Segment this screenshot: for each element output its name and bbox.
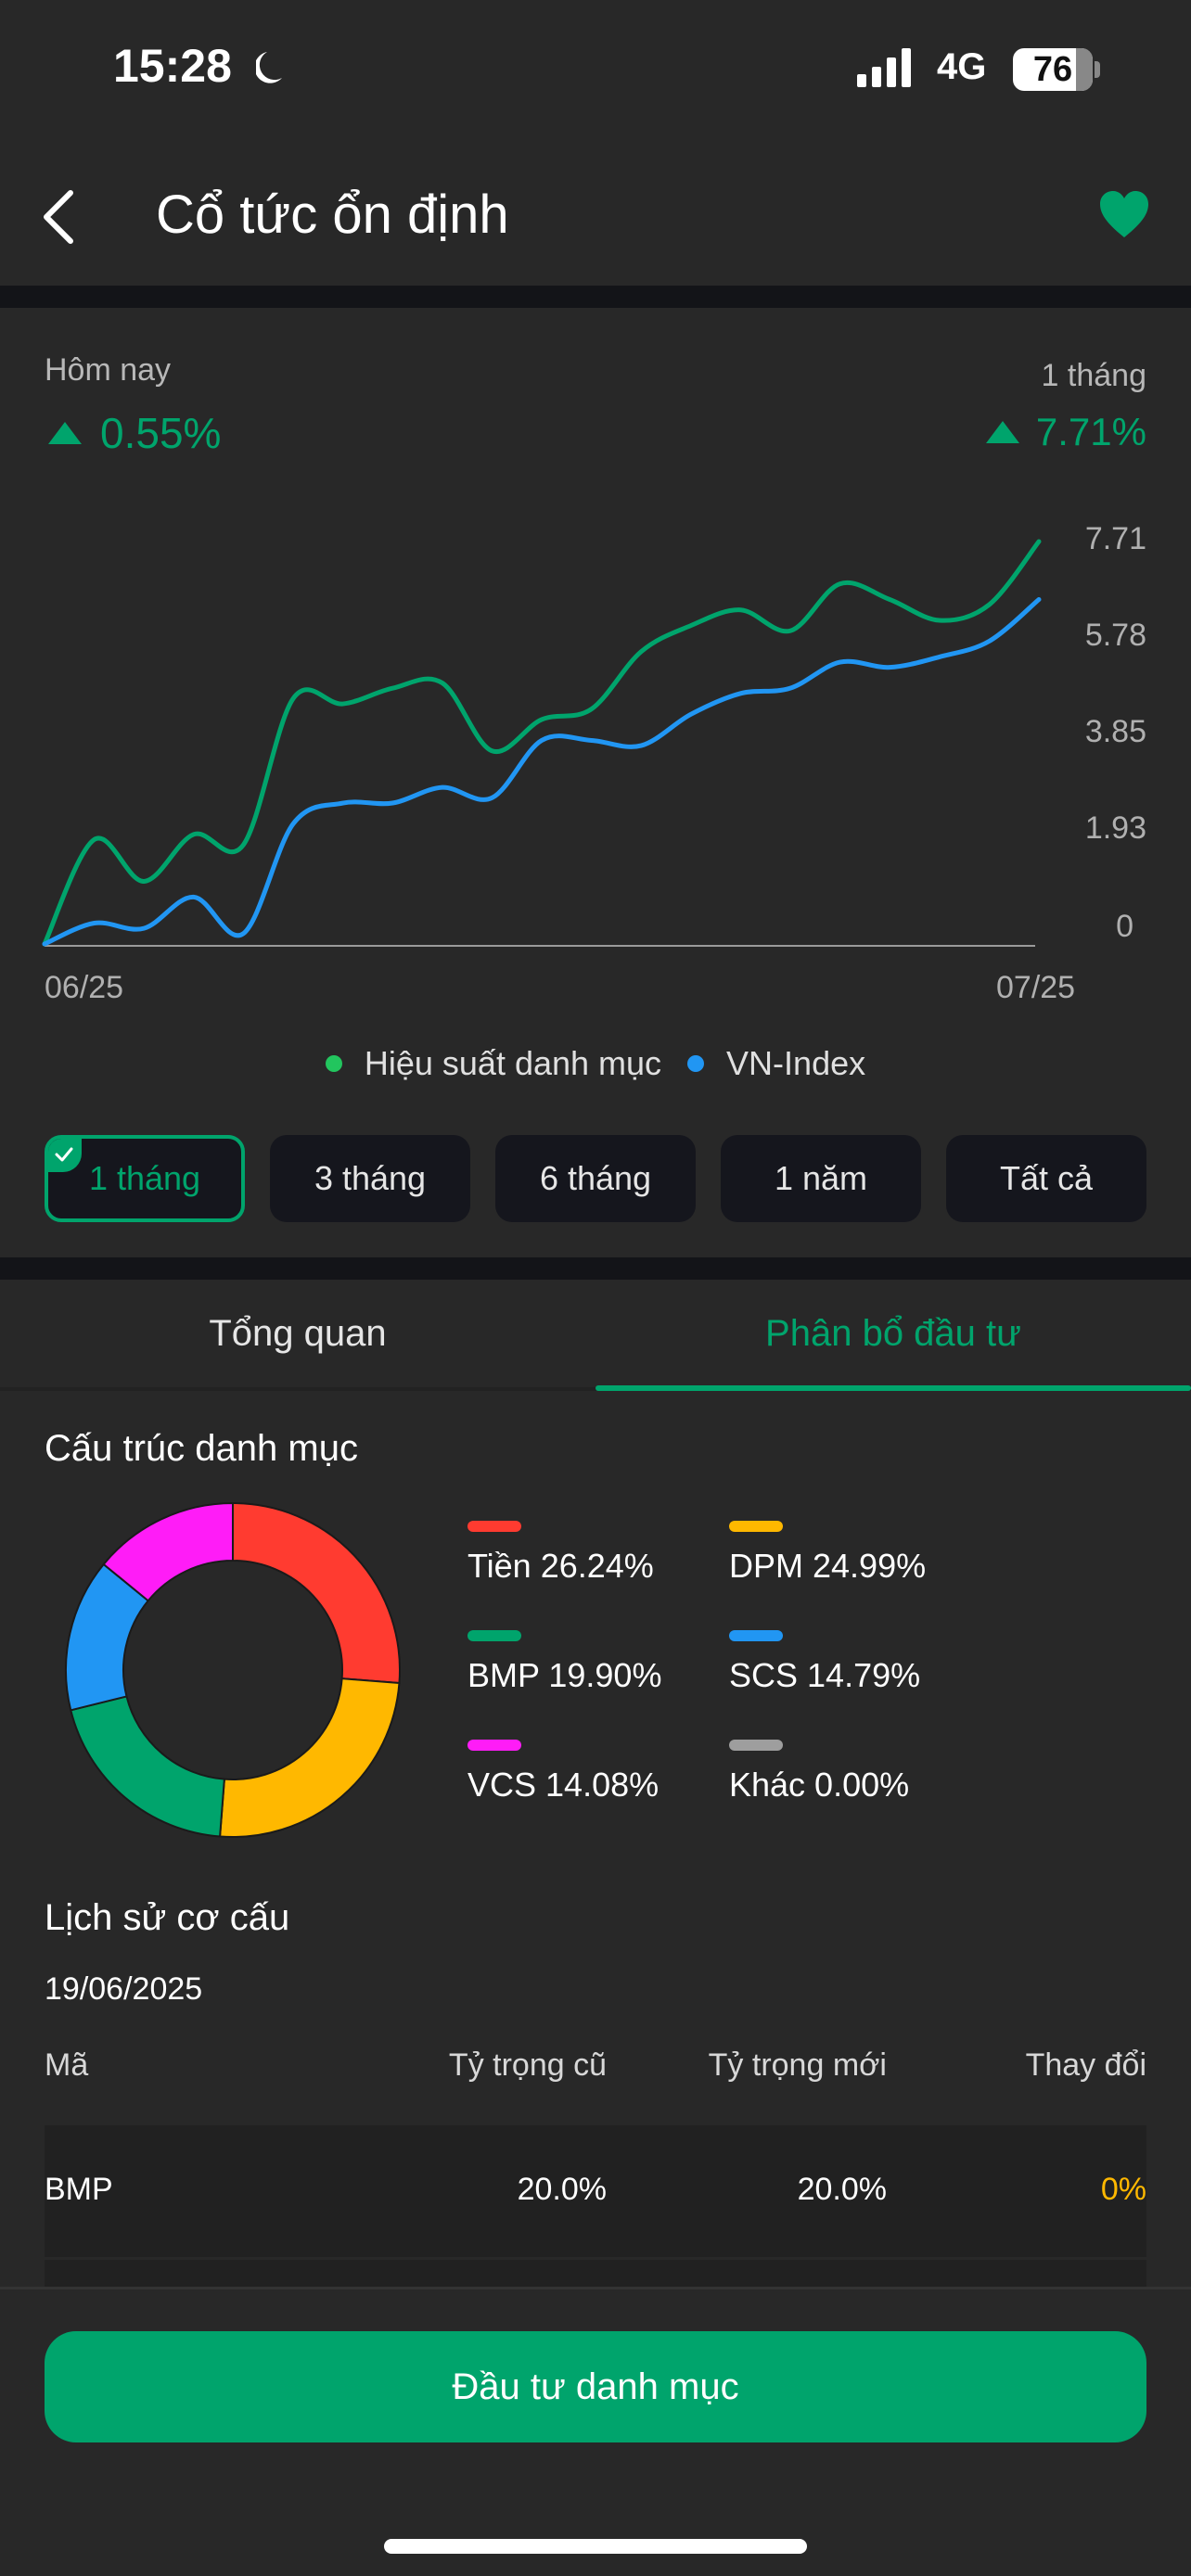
period-selector: 1 tháng 3 tháng 6 tháng 1 năm Tất cả — [45, 1135, 1146, 1222]
allocation-text: Tiền 26.24% — [467, 1547, 654, 1585]
y-axis-label: 0 — [1116, 909, 1133, 944]
period-label: 6 tháng — [539, 1159, 652, 1197]
network-type: 4G — [937, 46, 987, 87]
app-header: Cổ tức ổn định — [0, 139, 1191, 287]
today-label: Hôm nay — [45, 352, 172, 388]
history-table-header: Mã Tỷ trọng cũ Tỷ trọng mới Thay đổi — [45, 2047, 1146, 2094]
invest-portfolio-button[interactable]: Đầu tư danh mục — [45, 2331, 1146, 2442]
series-vnindex-line — [42, 596, 1042, 947]
period-1-year[interactable]: 1 năm — [721, 1135, 921, 1222]
allocation-item-other: Khác 0.00% — [729, 1740, 991, 1804]
allocation-item-cash: Tiền 26.24% — [467, 1521, 729, 1586]
history-date: 19/06/2025 — [45, 1971, 203, 2007]
allocation-item-dpm: DPM 24.99% — [729, 1521, 991, 1586]
y-axis-label: 1.93 — [1084, 810, 1146, 846]
legend-label: Hiệu suất danh mục — [364, 1044, 662, 1082]
allocation-item-bmp: BMP 19.90% — [467, 1630, 729, 1695]
period-label: 1 năm — [774, 1159, 868, 1197]
period-label: 1 tháng — [1041, 358, 1146, 393]
cell-change: 0% — [1100, 2172, 1146, 2207]
donut-slice-tiền[interactable] — [232, 1501, 401, 1685]
color-swatch — [467, 1740, 521, 1751]
legend-label: VN-Index — [726, 1044, 866, 1082]
series-portfolio-line — [42, 539, 1042, 947]
donut-slice-dpm[interactable] — [219, 1677, 401, 1838]
check-icon — [48, 1139, 82, 1172]
y-axis-label: 3.85 — [1084, 714, 1146, 749]
cell-code: BMP — [45, 2172, 113, 2207]
allocation-item-vcs: VCS 14.08% — [467, 1740, 729, 1804]
moon-icon — [256, 52, 282, 83]
y-axis-label: 5.78 — [1084, 618, 1146, 653]
tab-label: Phân bổ đầu tư — [765, 1312, 1021, 1354]
history-title: Lịch sử cơ cấu — [45, 1897, 290, 1938]
status-time: 15:28 — [113, 40, 232, 92]
color-swatch — [729, 1521, 783, 1532]
x-axis-start-label: 06/25 — [45, 970, 124, 1005]
period-3-months[interactable]: 3 tháng — [270, 1135, 470, 1222]
cell-new: 20.0% — [797, 2172, 887, 2207]
tab-label: Tổng quan — [209, 1312, 387, 1354]
arrow-up-icon — [985, 421, 1019, 443]
tab-allocation[interactable]: Phân bổ đầu tư — [596, 1280, 1191, 1391]
color-swatch — [729, 1740, 783, 1751]
allocation-item-scs: SCS 14.79% — [729, 1630, 991, 1695]
col-code: Mã — [45, 2047, 89, 2083]
allocation-text: DPM 24.99% — [729, 1547, 927, 1585]
legend-dot-portfolio — [325, 1055, 342, 1072]
allocation-text: SCS 14.79% — [729, 1656, 921, 1694]
col-old-weight: Tỷ trọng cũ — [448, 2047, 607, 2083]
section-divider — [0, 286, 1191, 308]
color-swatch — [729, 1630, 783, 1641]
donut-slice-vcs[interactable] — [102, 1501, 234, 1602]
period-all[interactable]: Tất cả — [946, 1135, 1146, 1222]
tab-overview[interactable]: Tổng quan — [0, 1280, 596, 1387]
period-1-month[interactable]: 1 tháng — [45, 1135, 245, 1222]
performance-line-chart[interactable] — [0, 491, 1191, 1011]
status-bar: 15:28 4G 76 — [0, 0, 1191, 139]
period-label: 3 tháng — [314, 1159, 427, 1197]
today-value: 0.55% — [100, 409, 222, 457]
period-6-months[interactable]: 6 tháng — [495, 1135, 696, 1222]
section-divider — [0, 1257, 1191, 1280]
allocation-text: Khác 0.00% — [729, 1766, 910, 1804]
period-change: 7.71% — [985, 410, 1146, 454]
content-tabs: Tổng quan Phân bổ đầu tư — [0, 1280, 1191, 1391]
table-row[interactable]: BMP 20.0% 20.0% 0% — [45, 2125, 1146, 2257]
period-label: Tất cả — [999, 1159, 1094, 1197]
allocation-text: BMP 19.90% — [467, 1656, 662, 1694]
period-value: 7.71% — [1035, 410, 1146, 453]
allocation-donut-chart[interactable] — [61, 1498, 404, 1842]
allocation-legend: Tiền 26.24% DPM 24.99% BMP 19.90% SCS 14… — [467, 1521, 1024, 1804]
today-change: 0.55% — [48, 408, 221, 458]
chevron-left-icon[interactable] — [33, 180, 89, 254]
allocation-title: Cấu trúc danh mục — [45, 1428, 358, 1469]
legend-dot-vnindex — [687, 1055, 705, 1072]
legend-item-portfolio: Hiệu suất danh mục — [325, 1044, 662, 1083]
battery-level: 76 — [1032, 50, 1073, 89]
color-swatch — [467, 1521, 521, 1532]
battery-tip — [1095, 61, 1100, 78]
signal-icon — [857, 48, 911, 87]
arrow-up-icon — [48, 422, 82, 444]
home-indicator — [384, 2539, 807, 2554]
allocation-text: VCS 14.08% — [467, 1766, 660, 1804]
cell-old: 20.0% — [517, 2172, 607, 2207]
color-swatch — [467, 1630, 521, 1641]
chart-legend: Hiệu suất danh mục VN-Index — [0, 1044, 1191, 1083]
battery-icon: 76 — [1013, 48, 1093, 91]
col-change: Thay đổi — [1025, 2047, 1146, 2083]
col-new-weight: Tỷ trọng mới — [708, 2047, 887, 2083]
page-title: Cổ tức ổn định — [156, 185, 509, 245]
legend-item-vnindex: VN-Index — [687, 1044, 865, 1083]
heart-icon[interactable] — [1096, 187, 1152, 243]
period-label: 1 tháng — [88, 1159, 201, 1197]
x-axis-end-label: 07/25 — [996, 970, 1076, 1005]
donut-slice-bmp[interactable] — [70, 1695, 225, 1838]
y-axis-label: 7.71 — [1084, 521, 1146, 556]
